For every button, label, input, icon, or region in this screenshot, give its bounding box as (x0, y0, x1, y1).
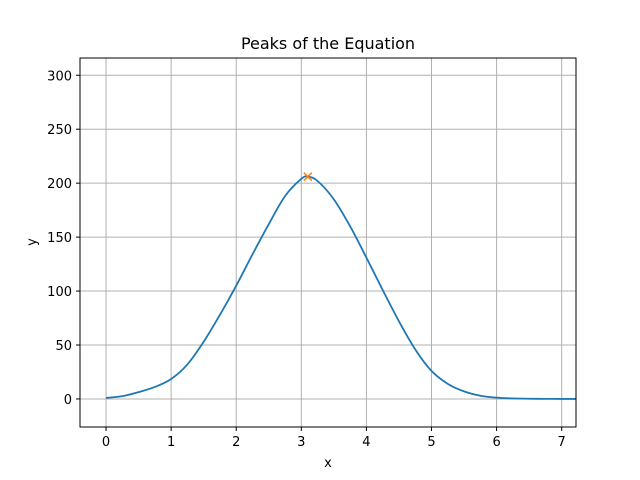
x-axis-label: x (324, 456, 332, 471)
series-line (105, 175, 577, 400)
grid (80, 58, 576, 427)
x-tick-label: 2 (232, 435, 240, 450)
y-tick-label: 250 (47, 123, 72, 138)
y-tick-label: 100 (47, 285, 72, 300)
x-tick-label: 7 (558, 435, 566, 450)
x-tick-label: 6 (492, 435, 500, 450)
y-tick-label: 0 (64, 393, 72, 408)
x-tick-label: 5 (427, 435, 435, 450)
x-tick-label: 0 (102, 435, 110, 450)
peak-marker (303, 172, 313, 182)
chart-title: Peaks of the Equation (241, 34, 415, 53)
y-axis-label: y (25, 238, 40, 246)
x-tick-label: 1 (167, 435, 175, 450)
peak-marker-stroke (303, 172, 313, 182)
x-tick-label: 3 (297, 435, 305, 450)
y-axis: 0 50 100 150 200 250 300 (47, 69, 80, 408)
peak-markers (303, 172, 313, 182)
plot-frame (79, 57, 577, 428)
y-tick-label: 200 (47, 177, 72, 192)
series-layer (105, 175, 577, 400)
y-tick-label: 150 (47, 231, 72, 246)
x-tick-label: 4 (362, 435, 370, 450)
y-tick-label: 300 (47, 69, 72, 84)
x-axis: 0 1 2 3 4 5 6 7 (102, 427, 566, 450)
y-tick-label: 50 (55, 339, 72, 354)
